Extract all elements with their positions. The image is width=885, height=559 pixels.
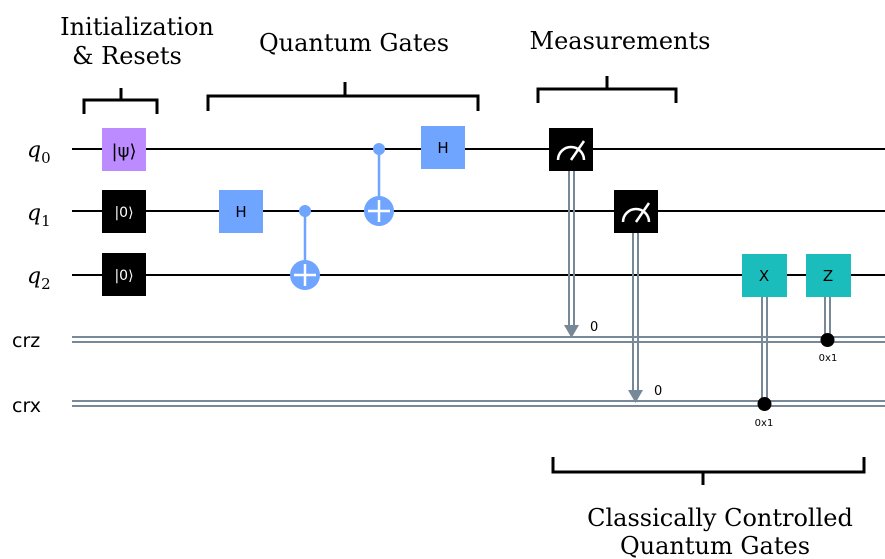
init-bracket xyxy=(82,88,159,114)
cx-gate-q1-q2 xyxy=(290,205,320,290)
conditional-x-gate xyxy=(742,254,787,411)
conditional-z-gate xyxy=(806,254,851,347)
reset-gate-q1-label: |0⟩ xyxy=(114,205,133,221)
wire-label-q1: q1 xyxy=(27,201,51,230)
reset-gate-q2-label: |0⟩ xyxy=(114,268,133,284)
wire-label-crz: crz xyxy=(12,330,40,352)
h-gate-q0 xyxy=(421,126,465,169)
cc-label-line1: Classically Controlled xyxy=(587,504,853,532)
cx-gate-q0-q1 xyxy=(364,143,394,226)
cc-label-line2: Quantum Gates xyxy=(620,532,810,559)
h-gate-q0-label: H xyxy=(437,139,448,157)
gates-label: Quantum Gates xyxy=(259,29,449,57)
psi-gate-label: |ψ⟩ xyxy=(112,141,137,162)
conditional-z-label: Z xyxy=(823,267,833,285)
reset-gate-q1 xyxy=(102,190,146,233)
conditional-z-value: 0x1 xyxy=(819,353,838,364)
conditional-x-label: X xyxy=(759,267,769,285)
cc-bracket xyxy=(551,457,866,485)
reset-gate-q2 xyxy=(102,253,146,296)
measure-q0 xyxy=(549,128,593,338)
measurements-label: Measurements xyxy=(530,27,711,55)
gates-bracket xyxy=(206,82,480,111)
measure-q0-bit: 0 xyxy=(590,320,598,335)
conditional-x-value: 0x1 xyxy=(755,418,774,429)
wire-label-q0: q0 xyxy=(27,138,51,167)
measure-q1 xyxy=(614,190,658,403)
h-gate-q1 xyxy=(219,190,263,233)
measure-q1-bit: 0 xyxy=(654,384,662,399)
wire-crx xyxy=(72,400,885,407)
init-label-line2: & Resets xyxy=(72,42,182,70)
psi-gate xyxy=(102,128,146,171)
wire-label-crx: crx xyxy=(12,395,41,417)
init-label-line1: Initialization xyxy=(60,13,214,41)
measurements-bracket xyxy=(536,76,678,103)
wire-crz xyxy=(72,336,885,343)
h-gate-q1-label: H xyxy=(235,203,246,221)
wire-label-q2: q2 xyxy=(27,264,51,293)
